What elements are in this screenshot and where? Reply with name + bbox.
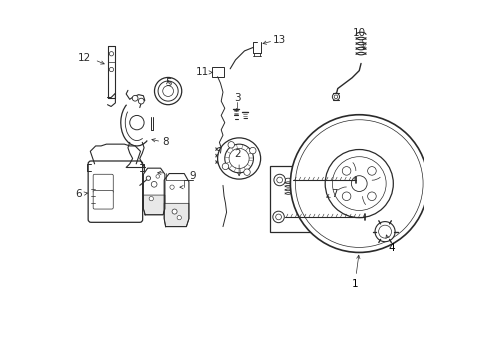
Circle shape	[325, 149, 392, 218]
Circle shape	[249, 147, 256, 154]
Circle shape	[149, 197, 153, 201]
Circle shape	[276, 177, 282, 183]
Text: 6: 6	[75, 189, 82, 199]
Circle shape	[227, 141, 234, 148]
FancyBboxPatch shape	[93, 190, 113, 209]
Text: 12: 12	[78, 53, 91, 63]
Circle shape	[132, 95, 138, 101]
Circle shape	[156, 175, 159, 178]
Ellipse shape	[217, 138, 260, 179]
Circle shape	[367, 167, 375, 175]
Polygon shape	[143, 195, 164, 215]
Circle shape	[332, 157, 386, 211]
Polygon shape	[164, 203, 188, 226]
Text: 11: 11	[195, 67, 208, 77]
Circle shape	[158, 81, 178, 101]
Text: 1: 1	[351, 255, 359, 289]
Circle shape	[351, 176, 366, 192]
Text: 5: 5	[164, 78, 171, 88]
Circle shape	[244, 169, 250, 175]
FancyBboxPatch shape	[93, 174, 113, 193]
Circle shape	[169, 185, 174, 189]
Circle shape	[333, 95, 337, 99]
Circle shape	[129, 116, 144, 130]
Circle shape	[224, 144, 253, 173]
Circle shape	[295, 120, 422, 247]
FancyBboxPatch shape	[88, 161, 142, 222]
Bar	[269, 166, 378, 232]
Text: 10: 10	[352, 28, 365, 38]
Circle shape	[272, 211, 284, 223]
Text: 8: 8	[162, 138, 168, 147]
Circle shape	[172, 209, 177, 214]
Circle shape	[222, 163, 228, 170]
Text: 3: 3	[234, 93, 240, 103]
Circle shape	[146, 176, 150, 180]
Circle shape	[177, 216, 181, 220]
Circle shape	[342, 167, 350, 175]
Circle shape	[154, 77, 182, 105]
Circle shape	[163, 86, 173, 96]
Text: 7: 7	[330, 189, 337, 199]
FancyBboxPatch shape	[211, 67, 223, 77]
Circle shape	[332, 93, 339, 100]
Circle shape	[378, 225, 391, 238]
Circle shape	[109, 51, 113, 56]
Circle shape	[367, 192, 375, 201]
Circle shape	[273, 174, 285, 186]
Text: 9: 9	[189, 171, 195, 181]
Text: 2: 2	[234, 149, 240, 159]
Circle shape	[290, 115, 427, 252]
Circle shape	[138, 98, 144, 104]
Text: 4: 4	[385, 235, 394, 253]
Circle shape	[342, 192, 350, 201]
Circle shape	[109, 67, 113, 72]
Text: 13: 13	[273, 35, 286, 45]
Circle shape	[374, 222, 394, 242]
Circle shape	[275, 214, 281, 220]
Circle shape	[228, 148, 249, 168]
Circle shape	[151, 181, 157, 187]
